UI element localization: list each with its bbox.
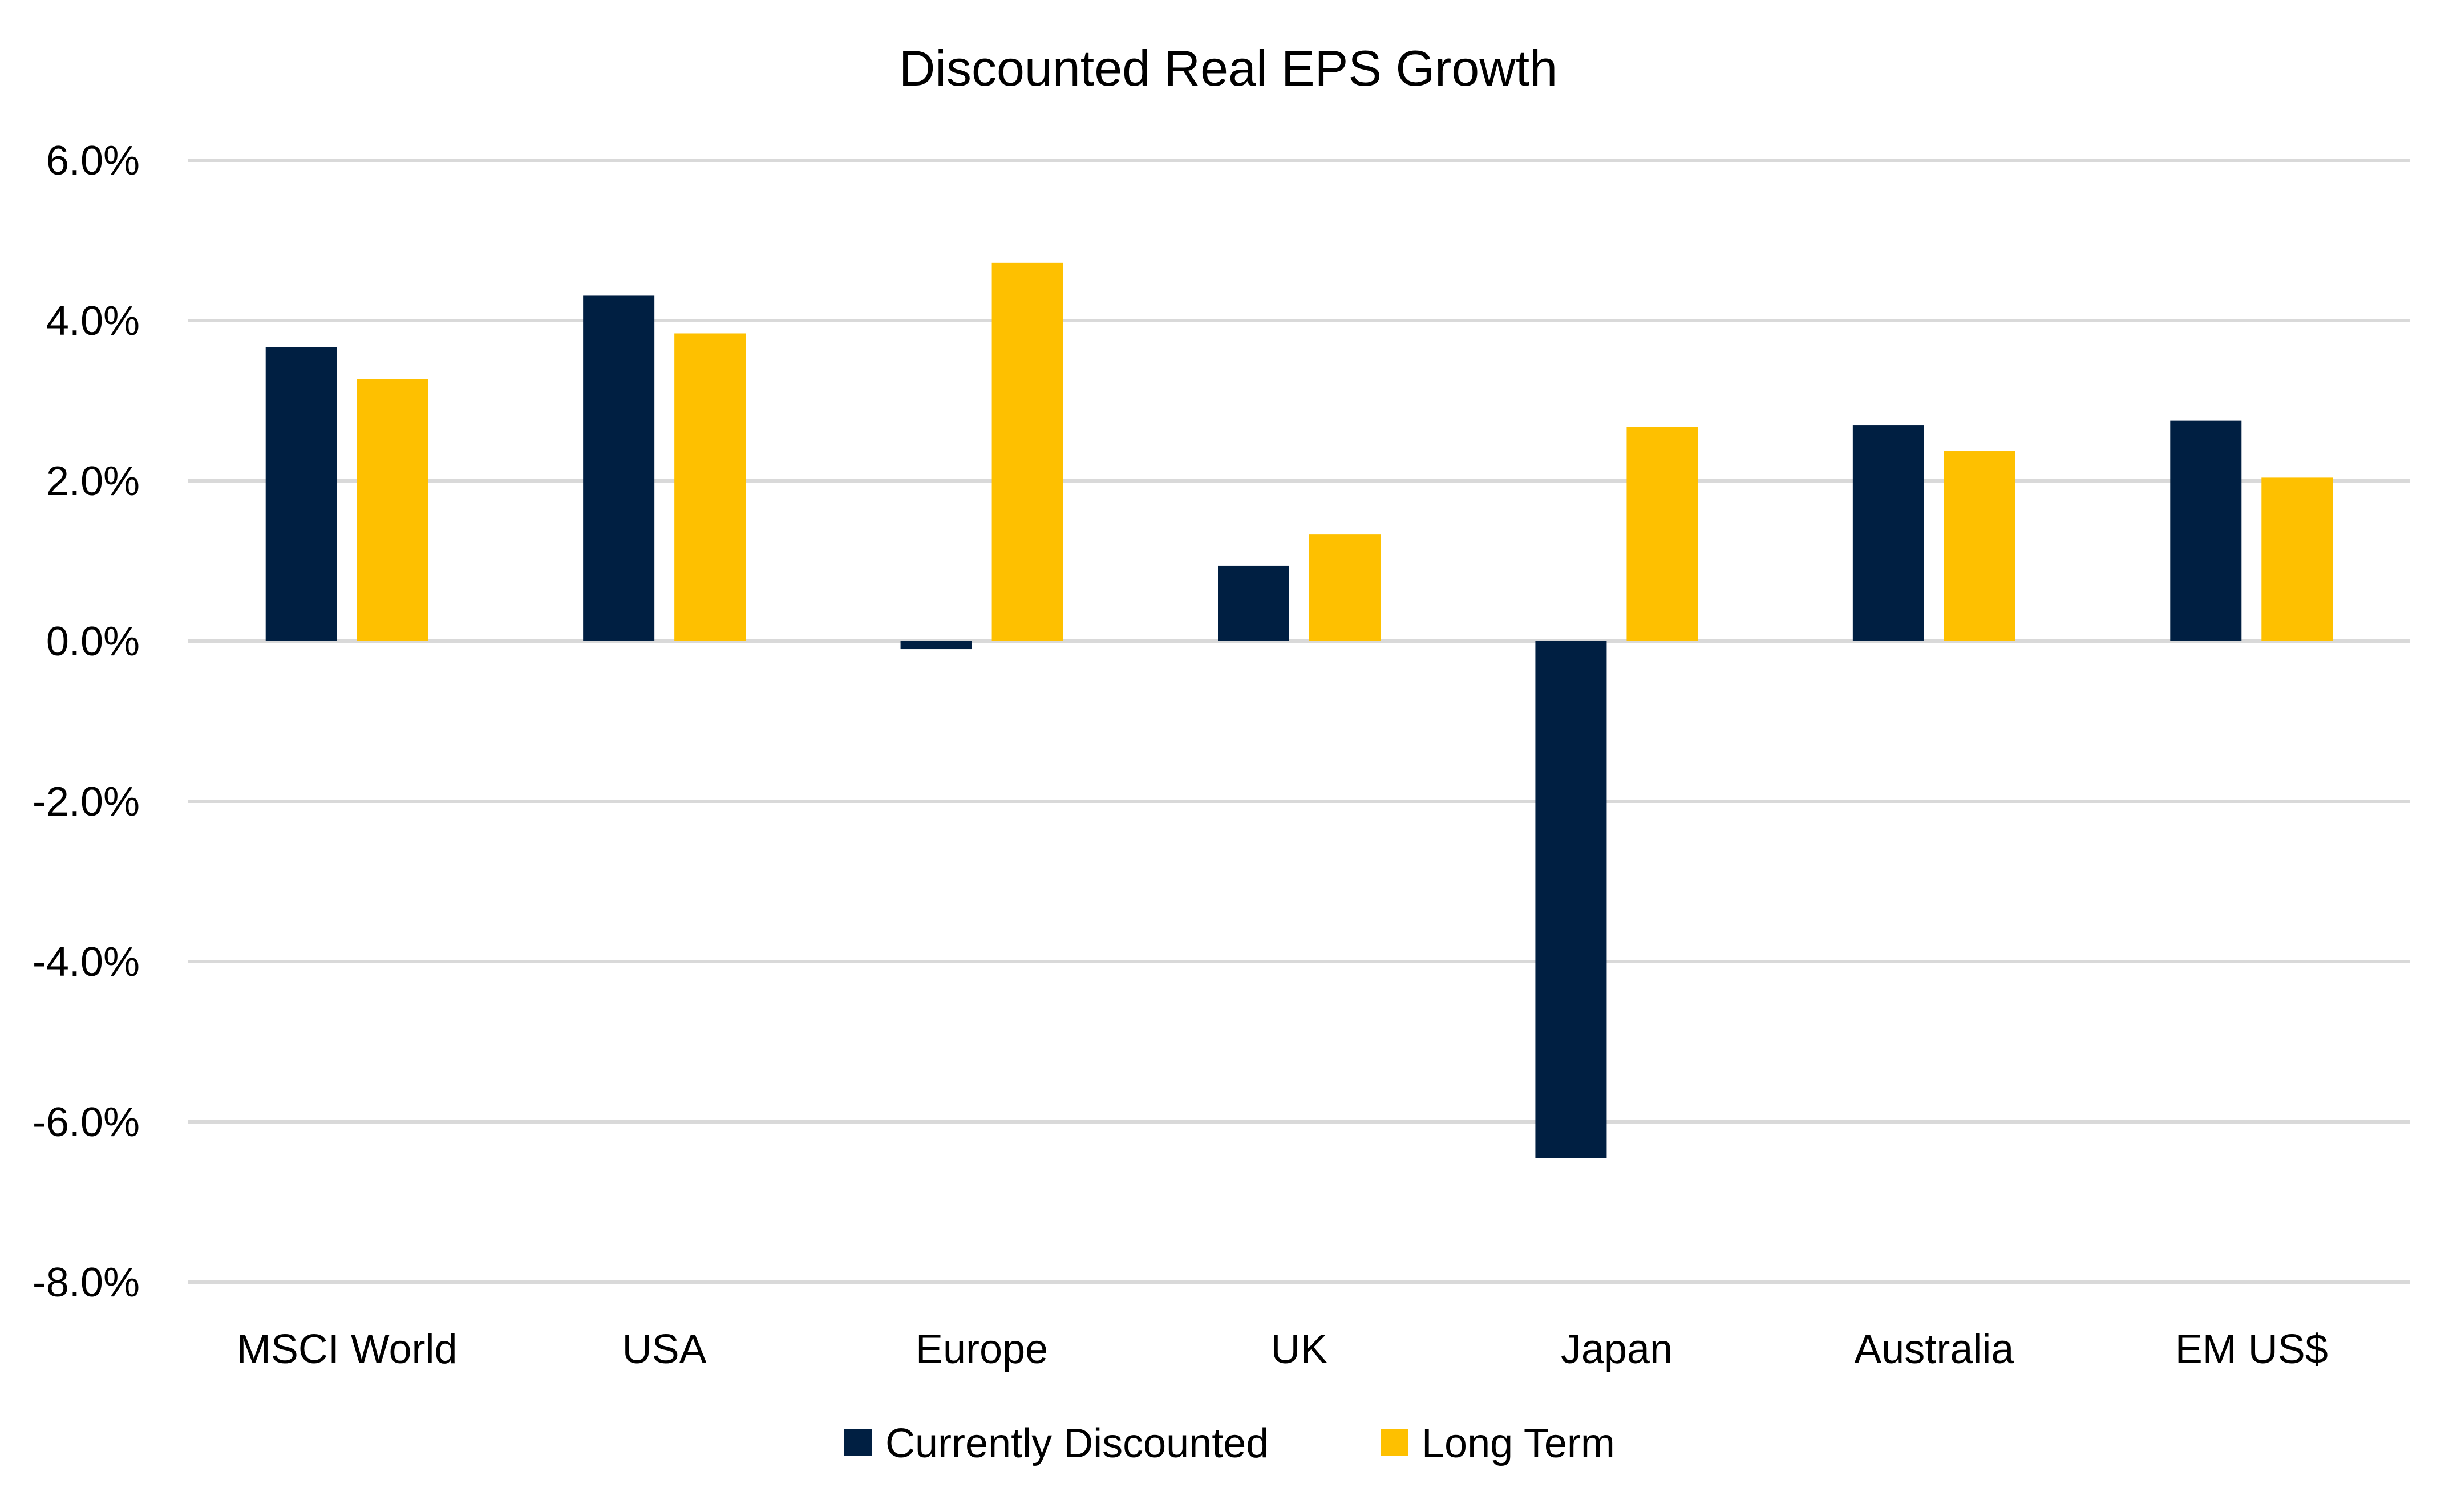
x-category-label: Japan <box>1561 1327 1673 1372</box>
y-tick-label: -2.0% <box>33 779 140 825</box>
bar-long-term-europe <box>991 262 1063 642</box>
y-tick-label: -6.0% <box>33 1100 140 1145</box>
bar-long-term-em-us- <box>2261 477 2333 641</box>
x-category-label: Australia <box>1854 1327 2014 1372</box>
x-category-label: Europe <box>916 1327 1048 1372</box>
bar-currently-discounted-japan <box>1535 641 1607 1158</box>
y-tick-label: 2.0% <box>46 459 140 504</box>
y-tick-label: 0.0% <box>46 619 140 664</box>
chart-title: Discounted Real EPS Growth <box>899 40 1557 96</box>
bar-currently-discounted-em-us- <box>2170 420 2242 641</box>
x-axis-categories: MSCI World USA Europe UK Japan Australia EM US… <box>237 1327 2328 1372</box>
y-axis-ticks: 6.0% 4.0% 2.0% 0.0% -2.0% -4.0% -6.0% -8.0% <box>33 138 140 1306</box>
x-category-label: USA <box>622 1327 707 1372</box>
bar-currently-discounted-europe <box>900 641 972 650</box>
x-category-label: UK <box>1270 1327 1327 1372</box>
y-tick-label: -4.0% <box>33 939 140 985</box>
legend-swatch <box>1381 1429 1408 1456</box>
gridlines <box>188 159 2410 1284</box>
legend-label: Currently Discounted <box>885 1421 1269 1466</box>
bar-currently-discounted-uk <box>1218 565 1289 641</box>
legend-swatch <box>844 1429 872 1456</box>
bar-currently-discounted-msci-world <box>265 347 337 641</box>
y-tick-label: -8.0% <box>33 1260 140 1306</box>
bar-currently-discounted-usa <box>583 295 655 641</box>
legend: Currently Discounted Long Term <box>844 1421 1615 1466</box>
bar-long-term-australia <box>1944 451 2015 641</box>
y-tick-label: 4.0% <box>46 298 140 344</box>
x-category-label: MSCI World <box>237 1327 458 1372</box>
x-category-label: EM US$ <box>2175 1327 2328 1372</box>
legend-label: Long Term <box>1422 1421 1615 1466</box>
bars <box>265 262 2333 1158</box>
bar-long-term-japan <box>1626 427 1698 641</box>
bar-long-term-uk <box>1309 534 1381 641</box>
y-tick-label: 6.0% <box>46 138 140 184</box>
bar-long-term-usa <box>674 333 746 641</box>
bar-currently-discounted-australia <box>1852 425 1924 641</box>
bar-long-term-msci-world <box>357 379 428 641</box>
